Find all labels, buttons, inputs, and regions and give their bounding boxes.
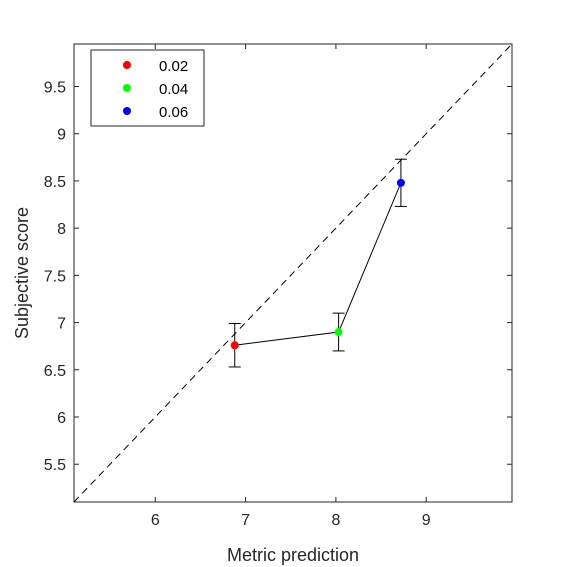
legend-marker-2 [123, 107, 131, 115]
y-tick-label: 7.5 [44, 268, 66, 285]
data-point-0 [230, 341, 239, 350]
y-tick-label: 8.5 [44, 174, 66, 191]
x-tick-label: 9 [422, 512, 431, 529]
legend-entry-0: 0.02 [159, 58, 188, 75]
y-tick-label: 9.5 [44, 79, 66, 96]
data-point-2 [396, 178, 405, 187]
legend: 0.02 0.04 0.06 [90, 49, 205, 127]
legend-entry-2: 0.06 [159, 104, 188, 121]
y-tick-label: 5.5 [44, 457, 66, 474]
y-axis-label: Subjective score [12, 207, 32, 339]
x-tick-label: 8 [331, 512, 340, 529]
legend-marker-1 [123, 84, 131, 92]
y-tick-label: 8 [57, 221, 66, 238]
legend-box [90, 49, 205, 127]
y-tick-label: 6.5 [44, 363, 66, 380]
reference-diagonal-line [73, 43, 513, 503]
data-point-1 [334, 328, 343, 337]
ticks: 6 7 8 9 5.5 6 6.5 7 7.5 8 8.5 9 9.5 [44, 44, 512, 529]
y-tick-label: 9 [57, 127, 66, 144]
x-tick-label: 6 [151, 512, 160, 529]
x-tick-label: 7 [241, 512, 250, 529]
y-tick-label: 6 [57, 410, 66, 427]
legend-entry-1: 0.04 [159, 81, 188, 98]
x-axis-label: Metric prediction [227, 545, 359, 565]
legend-marker-0 [123, 61, 131, 69]
series-connecting-line [234, 182, 402, 346]
plot-area [73, 43, 513, 503]
y-tick-label: 7 [57, 316, 66, 333]
axes-box [73, 43, 513, 503]
